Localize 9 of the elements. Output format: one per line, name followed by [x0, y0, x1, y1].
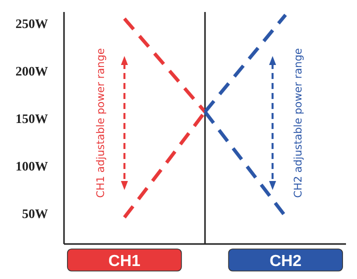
y-tick-label: 50W: [22, 206, 48, 222]
x-tick-label: CH1: [108, 252, 141, 270]
x-tick-label: CH2: [270, 252, 302, 270]
annotation: CH1 adjustable power range: [95, 48, 108, 198]
y-tick-label: 100W: [16, 158, 48, 174]
annotation: CH2 adjustable power range: [292, 48, 304, 198]
y-tick-label: 150W: [16, 111, 48, 126]
y-tick-label: 200W: [16, 64, 48, 78]
y-tick-label: 250W: [16, 16, 48, 31]
